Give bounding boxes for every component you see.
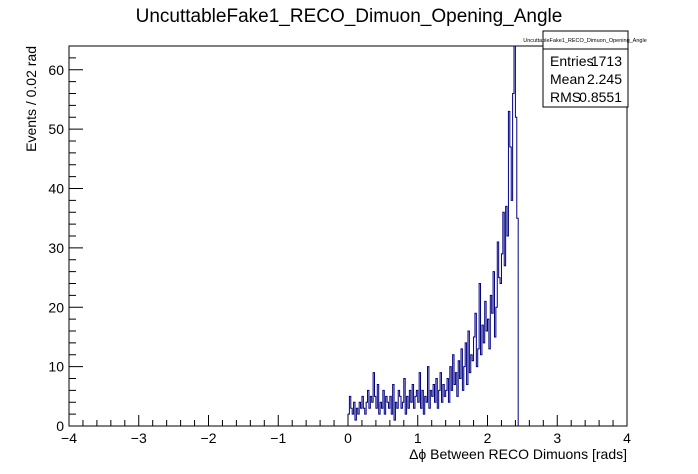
x-tick-label: 0 [344,430,352,446]
stats-box: UncuttableFake1_RECO_Dimuon_Opening_Angl… [523,30,647,108]
x-tick-label: 1 [414,430,422,446]
x-axis-label: Δϕ Between RECO Dimuons [rads] [409,446,627,462]
y-tick-label: 10 [48,359,64,375]
stats-entries-value: 1713 [591,53,622,69]
stats-rms-label: RMS [550,89,581,105]
y-axis-label: Events / 0.02 rad [23,46,39,152]
x-tick-label: 2 [484,430,492,446]
x-axis: −4 −3 −2 −1 0 1 2 3 4 [61,415,631,446]
histogram-outline [347,45,519,426]
y-tick-label: 30 [48,240,64,256]
y-axis: 0 10 20 30 40 50 60 [48,45,83,434]
stats-rms-value: 0.8551 [579,89,622,105]
x-tick-label: −3 [131,430,147,446]
y-tick-label: 20 [48,299,64,315]
stats-mean-label: Mean [550,71,585,87]
x-tick-label: −2 [201,430,217,446]
y-tick-label: 0 [56,418,64,434]
y-tick-label: 50 [48,121,64,137]
histogram-bars [347,45,519,426]
y-tick-label: 60 [48,62,64,78]
x-tick-label: −4 [61,430,77,446]
y-tick-label: 40 [48,181,64,197]
stats-entries-label: Entries [550,53,594,69]
chart-title: UncuttableFake1_RECO_Dimuon_Opening_Angl… [136,6,563,27]
x-tick-label: −1 [270,430,286,446]
stats-mean-value: 2.245 [587,71,622,87]
stats-title: UncuttableFake1_RECO_Dimuon_Opening_Angl… [523,38,647,44]
x-tick-label: 4 [623,430,631,446]
x-tick-label: 3 [553,430,561,446]
